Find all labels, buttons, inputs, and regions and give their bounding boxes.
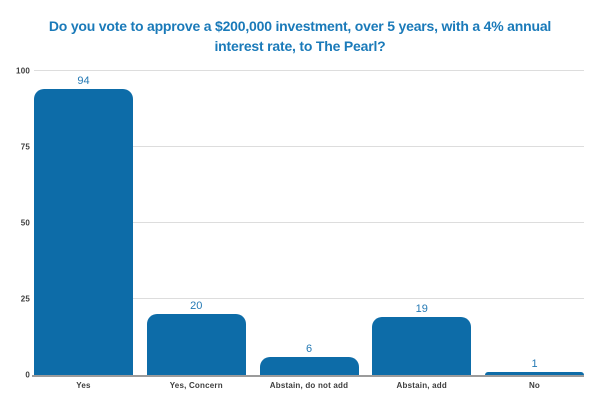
plot-area: 94 Yes 20 Yes, Concern 6 Abstain, do not add 1… — [32, 70, 584, 390]
bar — [372, 317, 472, 375]
y-axis-tick-label: 50 — [20, 218, 30, 228]
bar-column: 19 Abstain, add — [372, 71, 472, 390]
gridline — [34, 298, 584, 299]
y-axis-tick-label: 100 — [16, 66, 30, 76]
x-axis-category-label: Yes, Concern — [169, 381, 223, 390]
bar — [485, 371, 584, 375]
bar-column: 1 No — [485, 71, 584, 390]
chart-title-line-2: interest rate, to The Pearl? — [214, 38, 386, 54]
x-axis-category-label: No — [528, 381, 541, 390]
bar-value-label: 20 — [190, 300, 203, 313]
bar — [146, 314, 246, 375]
gridline — [34, 146, 584, 147]
gridline — [34, 222, 584, 223]
bar-value-label: 1 — [531, 357, 538, 370]
bar-value-label: 6 — [305, 342, 313, 355]
x-axis-category-label: Abstain, do not add — [269, 381, 349, 390]
chart-title: Do you vote to approve a $200,000 invest… — [0, 16, 600, 56]
y-axis-tick-label: 75 — [20, 142, 30, 152]
chart-title-line-1: Do you vote to approve a $200,000 invest… — [48, 18, 552, 34]
y-axis: 0 25 50 75 100 — [2, 67, 30, 380]
y-axis-tick-label: 25 — [20, 294, 30, 304]
bar — [259, 356, 359, 375]
x-axis-category-label: Yes — [76, 381, 91, 390]
bars-layer: 94 Yes 20 Yes, Concern 6 Abstain, do not add 1… — [34, 71, 584, 390]
bar-column: 20 Yes, Concern — [146, 71, 246, 390]
y-axis-tick-label: 0 — [25, 370, 30, 380]
bar-value-label: 19 — [415, 303, 428, 316]
bar — [34, 89, 133, 375]
gridline — [34, 70, 584, 71]
x-axis-category-label: Abstain, add — [396, 381, 447, 390]
bar-column: 94 Yes — [34, 71, 133, 390]
x-axis-line — [32, 375, 584, 377]
bar-column: 6 Abstain, do not add — [259, 71, 359, 390]
bar-value-label: 94 — [77, 75, 90, 88]
